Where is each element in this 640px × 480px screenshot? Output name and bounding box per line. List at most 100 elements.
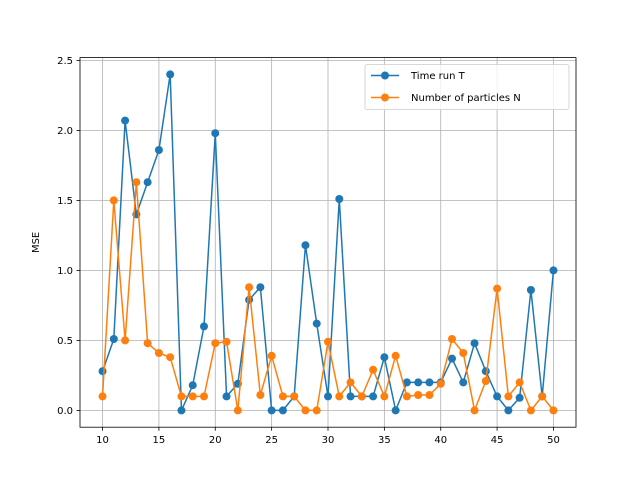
x-tick-label: 15 bbox=[153, 435, 166, 446]
data-point bbox=[369, 365, 378, 374]
data-point bbox=[470, 406, 479, 415]
data-point bbox=[211, 339, 220, 348]
y-tick-label: 0.5 bbox=[57, 336, 73, 347]
data-point bbox=[414, 378, 423, 387]
data-point bbox=[425, 391, 434, 399]
series-1 bbox=[98, 178, 558, 415]
data-point bbox=[188, 381, 197, 390]
data-point bbox=[380, 392, 389, 401]
data-point bbox=[402, 392, 411, 401]
data-point bbox=[402, 378, 411, 387]
data-point bbox=[549, 266, 558, 275]
data-point bbox=[188, 392, 197, 401]
data-point bbox=[526, 406, 535, 415]
data-point bbox=[154, 349, 163, 357]
data-point bbox=[493, 284, 502, 293]
data-point bbox=[177, 392, 186, 401]
data-point bbox=[222, 392, 231, 401]
data-point bbox=[493, 392, 502, 401]
y-tick-label: 1.5 bbox=[57, 196, 73, 207]
data-point bbox=[278, 392, 287, 401]
data-point bbox=[166, 353, 175, 362]
legend-label-time-run: Time run T bbox=[410, 71, 466, 82]
data-point bbox=[324, 337, 332, 346]
x-tick-label: 10 bbox=[96, 435, 109, 446]
data-point bbox=[414, 391, 423, 399]
x-tick-label: 35 bbox=[378, 435, 391, 446]
data-point bbox=[549, 406, 558, 415]
data-point bbox=[256, 391, 265, 399]
data-point bbox=[526, 286, 535, 294]
legend: Time run T Number of particles N bbox=[364, 64, 570, 110]
data-point bbox=[143, 339, 152, 348]
data-point bbox=[312, 406, 321, 415]
series-layer bbox=[98, 70, 558, 415]
data-point bbox=[109, 196, 118, 205]
data-point bbox=[538, 392, 547, 401]
data-point bbox=[211, 129, 220, 138]
tick-layer: 10 15 20 25 30 35 40 45 50 0.0 0.5 1.0 1.5 2.0 2.5 bbox=[57, 56, 560, 446]
data-point bbox=[301, 241, 310, 250]
data-point bbox=[290, 392, 299, 401]
data-point bbox=[121, 336, 130, 345]
data-point bbox=[380, 353, 389, 362]
data-point bbox=[143, 178, 152, 187]
legend-marker-time-run bbox=[381, 71, 389, 80]
data-point bbox=[109, 335, 118, 343]
data-point bbox=[233, 406, 242, 415]
data-point bbox=[515, 393, 524, 402]
data-point bbox=[481, 367, 490, 376]
legend-box bbox=[364, 64, 570, 110]
data-point bbox=[98, 367, 107, 376]
data-point bbox=[245, 295, 254, 304]
y-tick-label: 0.0 bbox=[57, 406, 73, 417]
data-point bbox=[121, 116, 130, 125]
data-point bbox=[459, 349, 468, 357]
y-axis-label: MSE bbox=[31, 232, 42, 253]
data-point bbox=[346, 392, 355, 401]
data-point bbox=[436, 379, 445, 388]
data-point bbox=[357, 392, 366, 401]
x-tick-label: 20 bbox=[209, 435, 222, 446]
data-point bbox=[504, 406, 513, 415]
data-point bbox=[154, 146, 163, 154]
data-point bbox=[267, 351, 276, 360]
x-tick-label: 50 bbox=[547, 435, 560, 446]
data-point bbox=[391, 351, 400, 360]
data-point bbox=[448, 354, 456, 363]
x-tick-label: 25 bbox=[265, 435, 278, 446]
legend-marker-particles bbox=[381, 93, 389, 102]
data-point bbox=[278, 406, 287, 415]
data-point bbox=[177, 406, 186, 415]
x-tick-label: 45 bbox=[491, 435, 504, 446]
data-point bbox=[132, 178, 141, 187]
data-point bbox=[335, 392, 344, 401]
data-point bbox=[312, 319, 321, 328]
x-tick-label: 30 bbox=[322, 435, 335, 446]
data-point bbox=[166, 70, 175, 79]
y-tick-label: 2.0 bbox=[57, 126, 73, 137]
data-point bbox=[335, 195, 344, 203]
data-point bbox=[459, 378, 468, 387]
data-point bbox=[267, 406, 276, 415]
data-point bbox=[346, 378, 355, 387]
data-point bbox=[98, 392, 107, 401]
series-0 bbox=[98, 70, 558, 415]
data-point bbox=[504, 392, 513, 401]
data-point bbox=[448, 335, 456, 343]
data-point bbox=[301, 406, 310, 415]
x-tick-label: 40 bbox=[434, 435, 447, 446]
data-point bbox=[324, 392, 332, 401]
data-point bbox=[256, 283, 265, 292]
legend-label-particles: Number of particles N bbox=[411, 93, 521, 104]
data-point bbox=[200, 322, 208, 331]
data-point bbox=[391, 406, 400, 415]
data-point bbox=[481, 377, 490, 385]
data-point bbox=[369, 392, 378, 401]
y-tick-label: 2.5 bbox=[57, 56, 73, 67]
data-point bbox=[425, 378, 434, 387]
data-point bbox=[222, 337, 231, 346]
data-point bbox=[515, 378, 524, 387]
data-point bbox=[470, 339, 479, 348]
